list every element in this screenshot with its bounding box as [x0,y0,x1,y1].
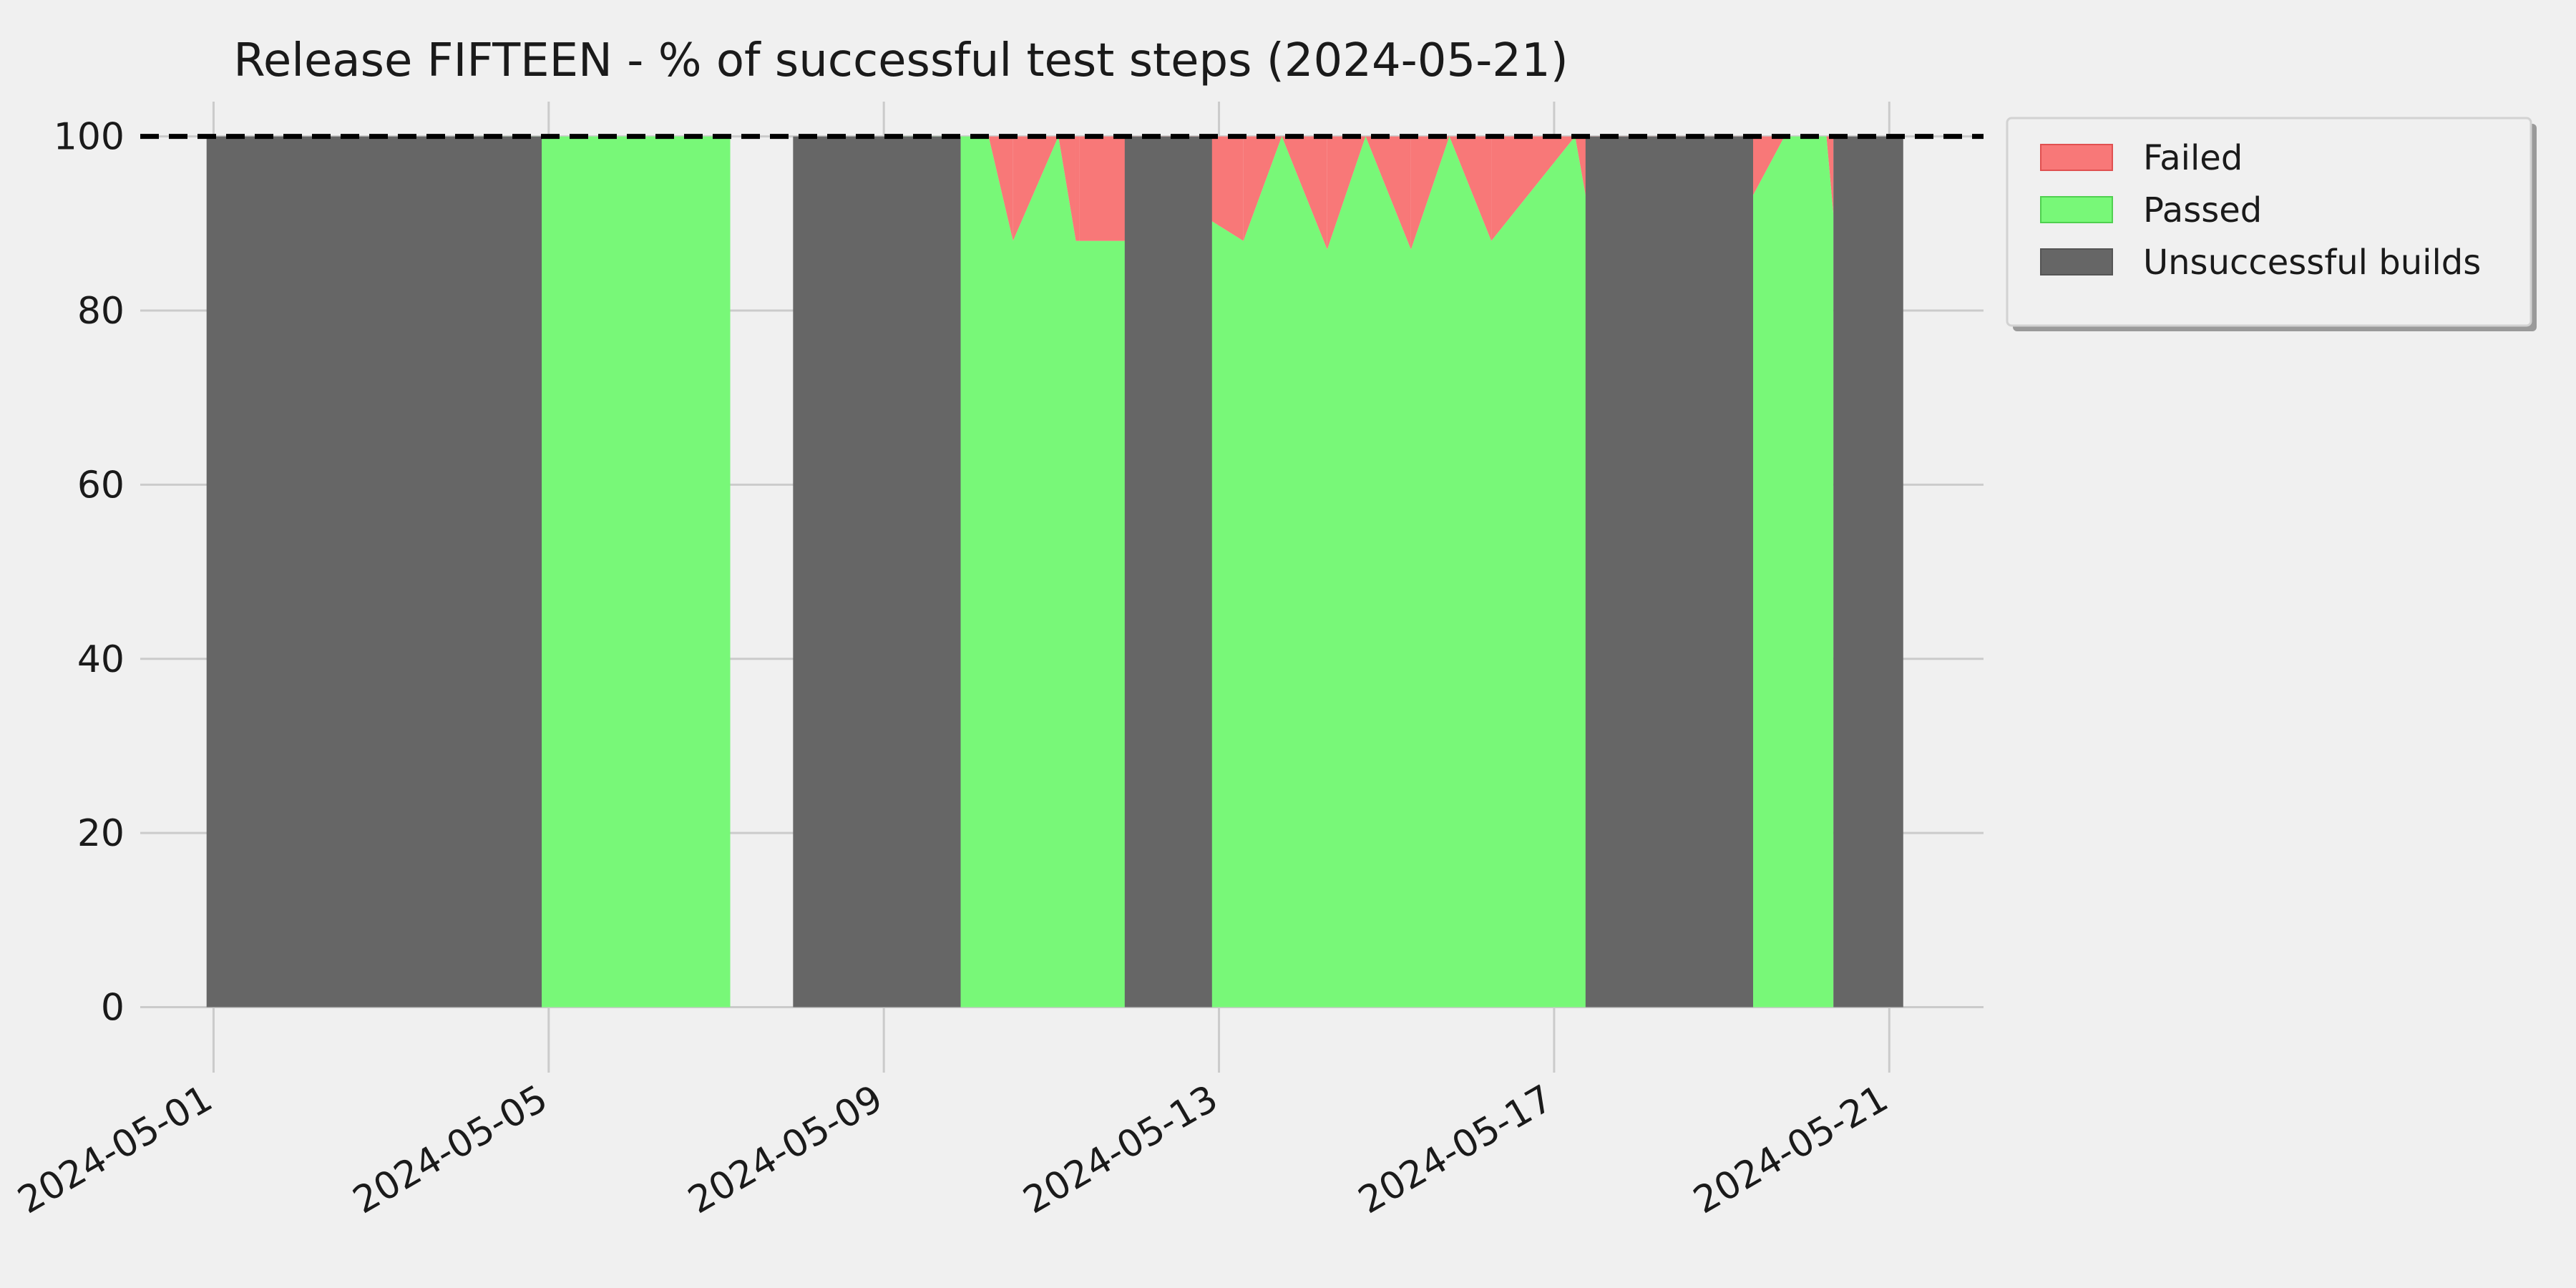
legend-label: Failed [2143,138,2243,178]
unsuccessful-build-block [1124,136,1212,1008]
failed-area-segment [1075,136,1080,241]
x-tick-label: 2024-05-09 [681,1077,890,1222]
y-tick-label: 60 [77,464,125,507]
y-tick-label: 40 [77,638,125,681]
failed-area-segment [1327,136,1366,250]
legend-swatch [2040,196,2113,223]
failed-area-segment [1491,136,1576,241]
y-tick-label: 100 [54,116,125,159]
failed-area-segment [1058,136,1076,241]
failed-area-segment [1410,136,1450,250]
x-tick-label: 2024-05-05 [346,1077,555,1222]
x-tick-label: 2024-05-01 [11,1077,220,1222]
y-tick-label: 80 [77,290,125,333]
failed-area-segment [1365,136,1411,250]
y-tick-label: 20 [77,812,125,855]
unsuccessful-build-block [1833,136,1903,1008]
legend [2006,117,2532,327]
unsuccessful-build-block [793,136,961,1008]
chart-title: Release FIFTEEN - % of successful test s… [233,34,1568,87]
x-tick-label: 2024-05-13 [1016,1077,1225,1222]
failed-area-segment [988,136,1013,241]
legend-swatch [2040,248,2113,275]
y-tick-label: 0 [101,986,125,1029]
failed-area-segment [1282,136,1327,250]
x-tick-label: 2024-05-21 [1687,1077,1896,1222]
failed-area-segment [1013,136,1059,241]
unsuccessful-build-block [206,136,542,1008]
failed-area-segment [1243,136,1282,241]
legend-swatch [2040,144,2113,171]
legend-label: Unsuccessful builds [2143,243,2481,283]
unsuccessful-build-block [1585,136,1753,1008]
legend-label: Passed [2143,190,2262,230]
failed-area-segment [1826,136,1834,215]
x-tick-label: 2024-05-17 [1352,1077,1561,1222]
failed-area-segment [1449,136,1492,241]
